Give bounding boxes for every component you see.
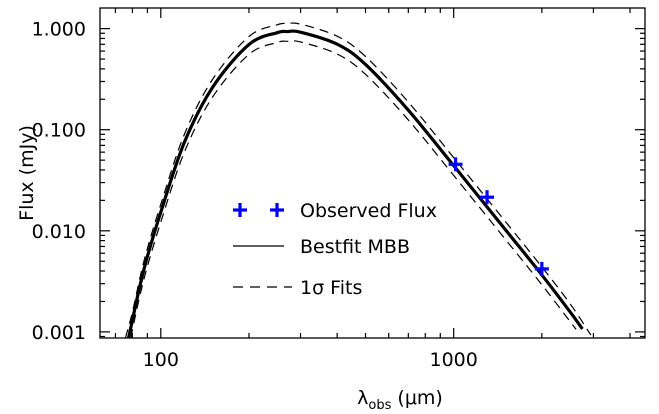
y-tick-label: 0.100 (32, 120, 86, 142)
x-axis-title: λobs (μm) (357, 387, 443, 413)
x-axis-title-symbol: λ (357, 387, 368, 409)
legend-marker-observed (233, 203, 284, 217)
y-tick-label: 1.000 (32, 19, 86, 41)
observed-points-layer (448, 157, 549, 276)
x-axis-title-unit: (μm) (397, 387, 442, 409)
x-tick-label: 100 (143, 349, 179, 371)
observed-point (534, 261, 549, 276)
legend-label-fits: 1σ Fits (300, 277, 362, 299)
y-axis-title: Flux (mJy) (16, 125, 38, 221)
plot-frame (99, 7, 646, 339)
legend: Observed Flux Bestfit MBB 1σ Fits (233, 200, 437, 299)
y-tick-label: 0.010 (32, 221, 86, 243)
legend-label-bestfit: Bestfit MBB (300, 236, 410, 258)
observed-point (480, 190, 495, 205)
bestfit-curve (126, 29, 584, 339)
x-tick-label: 1000 (430, 349, 478, 371)
legend-label-observed: Observed Flux (300, 200, 437, 222)
curve-layer (124, 22, 592, 339)
x-axis-title-subscript: obs (368, 398, 391, 413)
fit-upper-curve (124, 22, 592, 339)
y-tick-label: 0.001 (32, 322, 86, 344)
axis-tick-labels: 100 1000 0.001 0.010 0.100 1.000 (32, 19, 478, 371)
axis-ticks (100, 8, 645, 338)
observed-point (448, 157, 463, 172)
fit-lower-curve (130, 40, 577, 339)
